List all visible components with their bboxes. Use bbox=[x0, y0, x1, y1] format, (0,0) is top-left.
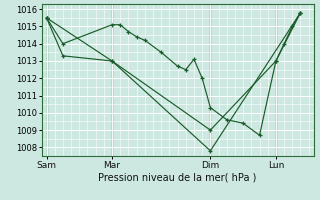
X-axis label: Pression niveau de la mer( hPa ): Pression niveau de la mer( hPa ) bbox=[99, 173, 257, 183]
